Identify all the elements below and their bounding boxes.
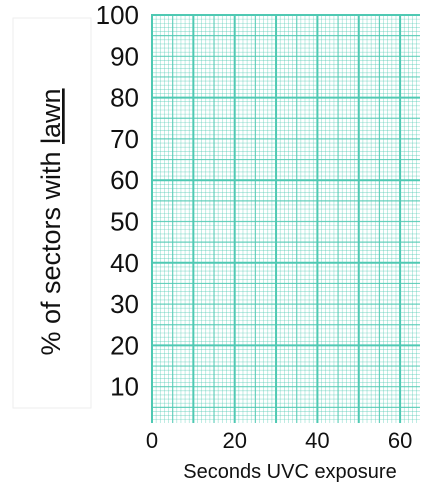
x-axis-label: Seconds UVC exposure bbox=[183, 461, 396, 483]
ylabel-box bbox=[12, 17, 92, 409]
y-tick-label: 10 bbox=[110, 372, 139, 402]
y-tick-label: 50 bbox=[110, 207, 139, 237]
y-axis-label-prefix: % of sectors with bbox=[36, 144, 66, 356]
x-tick-label: 60 bbox=[388, 428, 412, 453]
x-tick-labels: 0 20 40 60 bbox=[146, 428, 412, 453]
y-tick-label: 90 bbox=[110, 41, 139, 71]
x-tick-label: 20 bbox=[222, 428, 246, 453]
y-tick-label: 70 bbox=[110, 124, 139, 154]
grid-major bbox=[151, 14, 420, 423]
y-axis-label: % of sectors with lawn bbox=[36, 88, 66, 355]
y-tick-label: 20 bbox=[110, 330, 139, 360]
y-tick-label: 30 bbox=[110, 289, 139, 319]
x-tick-label: 0 bbox=[146, 428, 158, 453]
y-tick-labels: 10 20 30 40 50 60 70 80 90 100 bbox=[96, 0, 139, 402]
y-tick-label: 100 bbox=[96, 0, 139, 30]
x-tick-label: 40 bbox=[305, 428, 329, 453]
y-tick-label: 80 bbox=[110, 83, 139, 113]
y-axis-label-emph: lawn bbox=[36, 88, 66, 144]
y-tick-label: 40 bbox=[110, 248, 139, 278]
grid-minor bbox=[152, 14, 420, 423]
y-tick-label: 60 bbox=[110, 165, 139, 195]
